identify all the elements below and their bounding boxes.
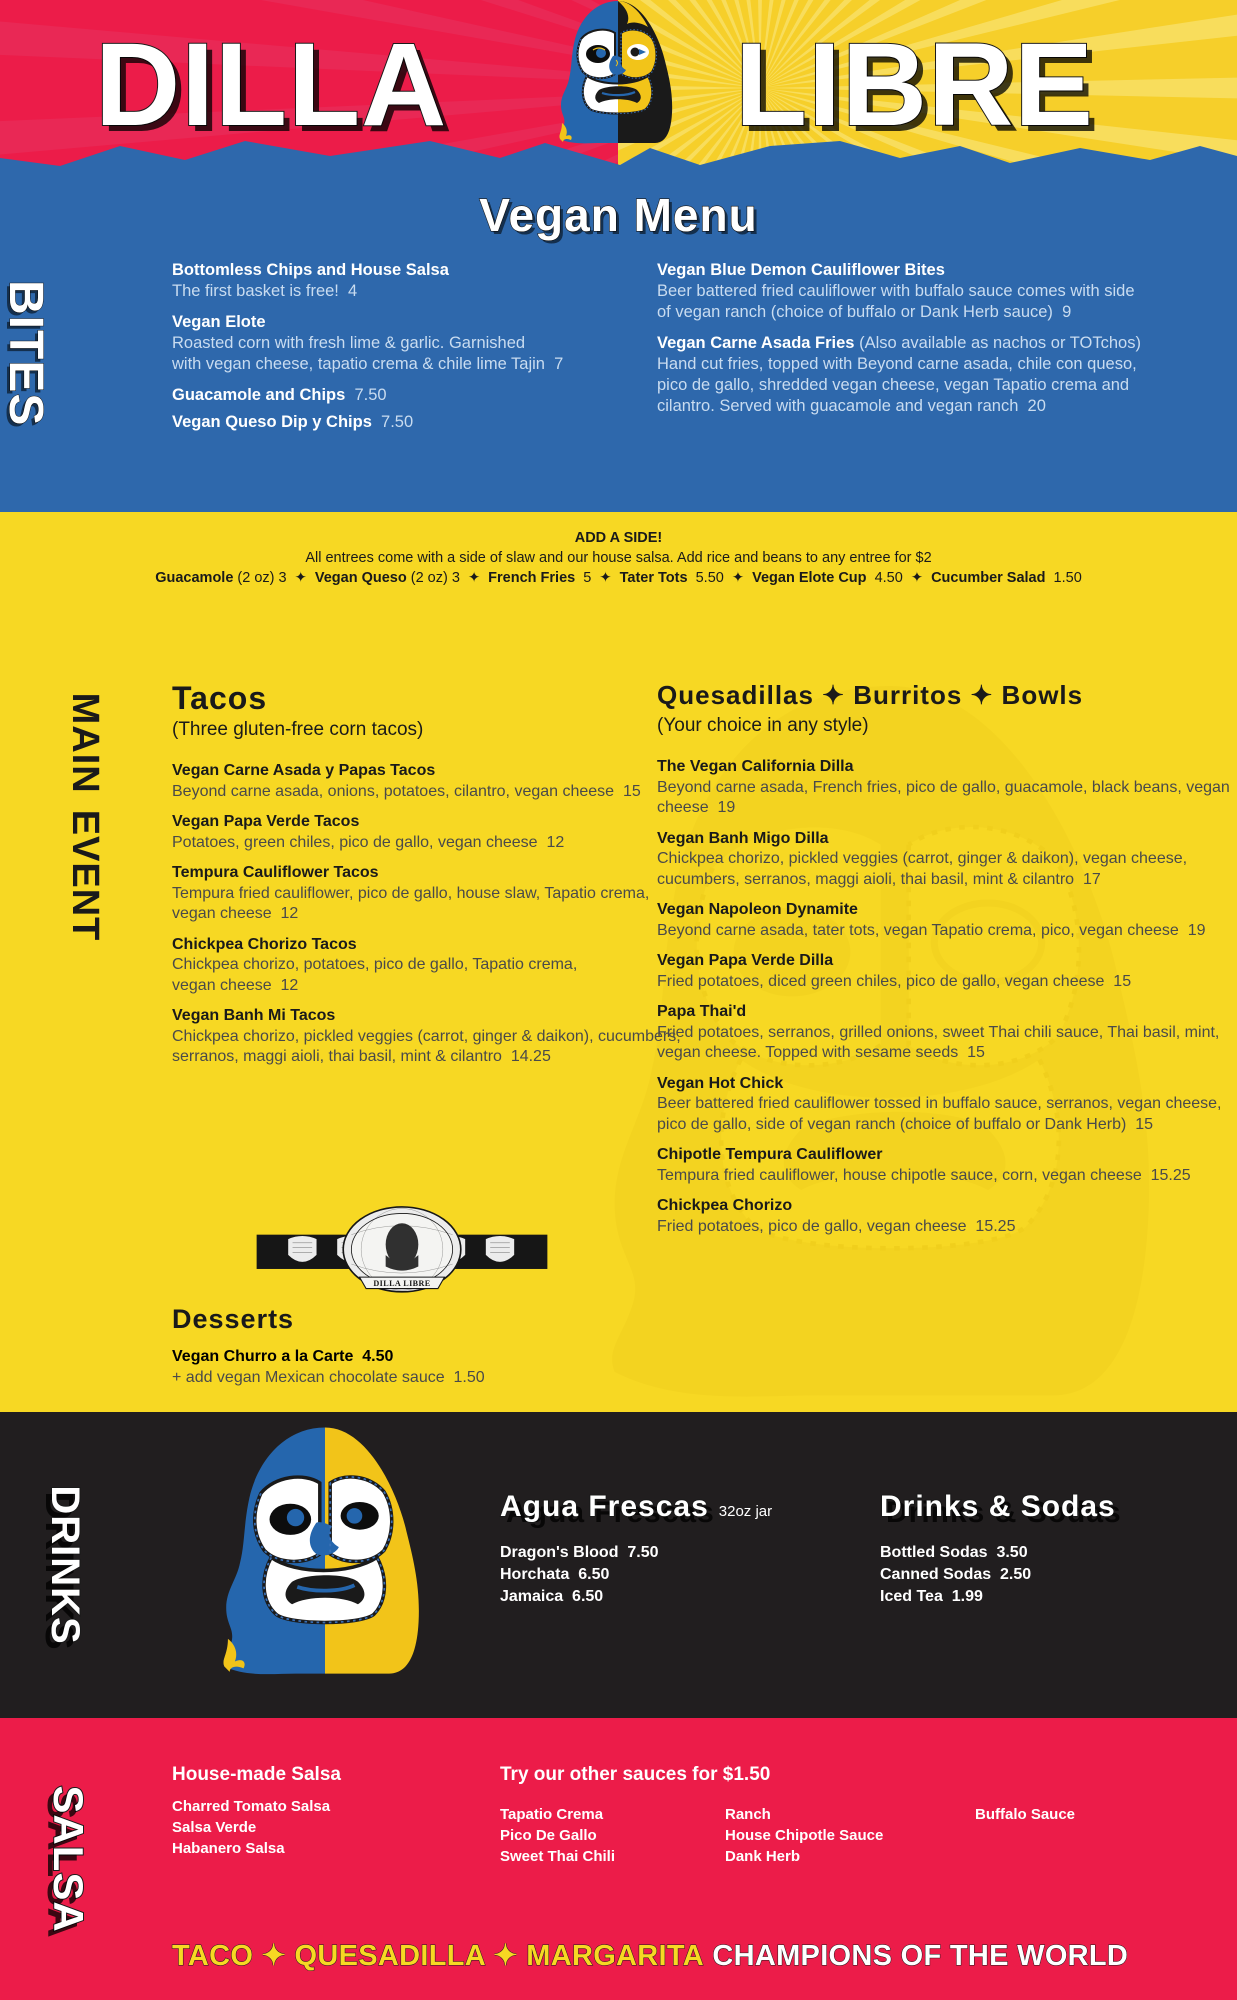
svg-text:DILLA LIBRE: DILLA LIBRE (373, 1279, 430, 1288)
